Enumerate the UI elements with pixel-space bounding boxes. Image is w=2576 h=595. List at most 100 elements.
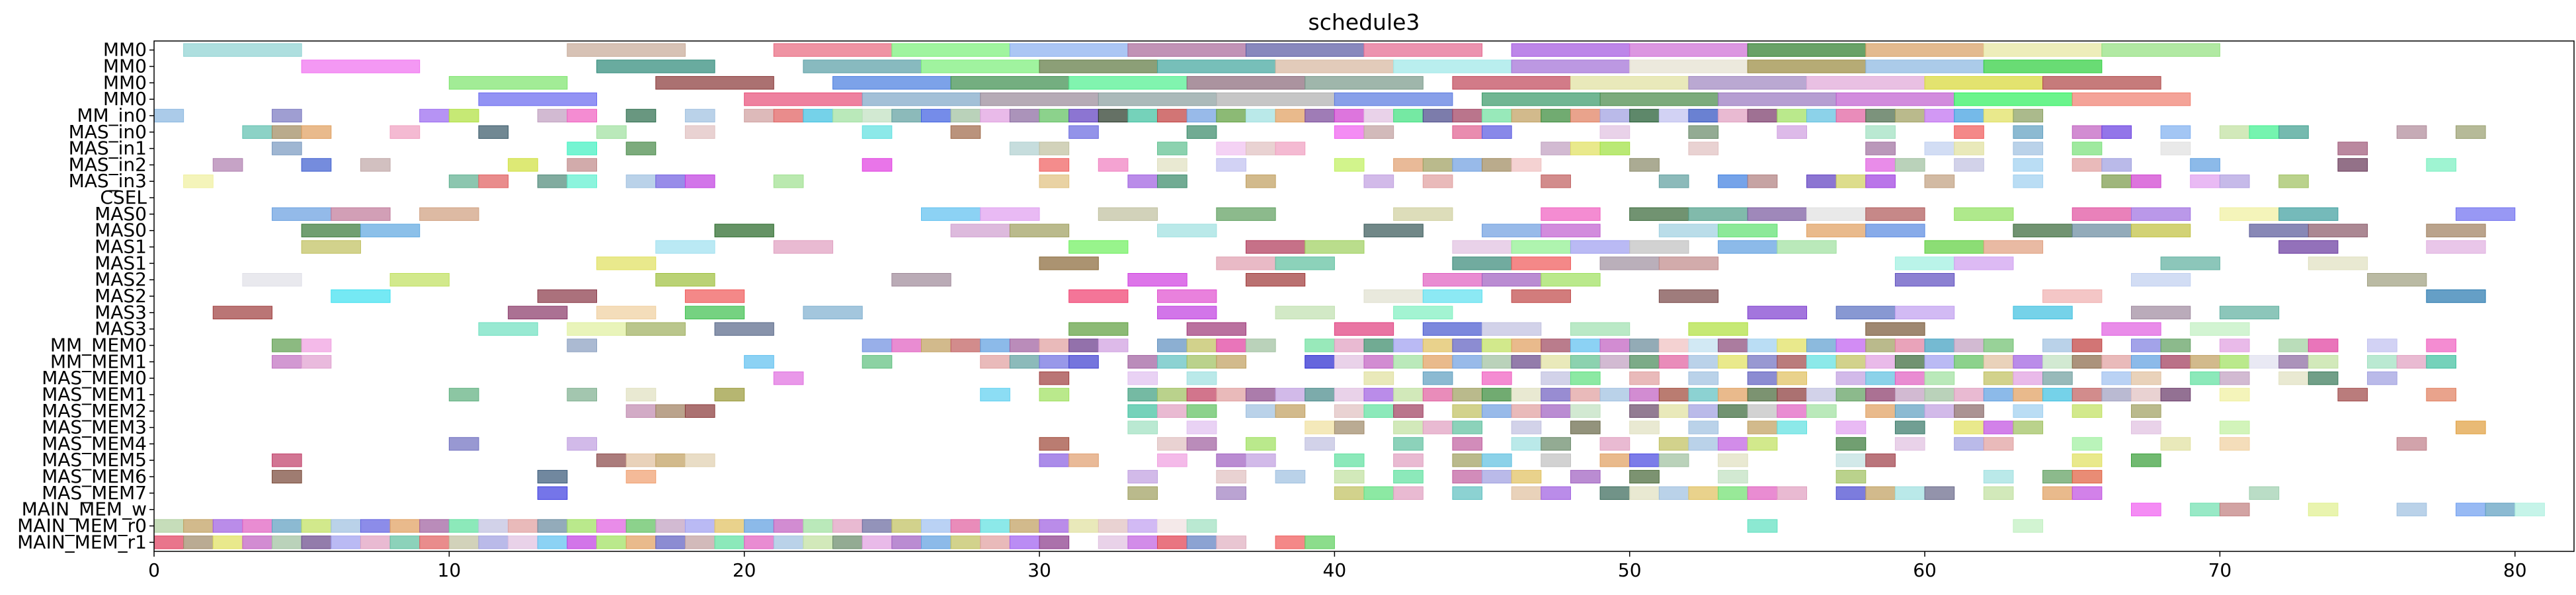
- task-bar: [1157, 60, 1276, 73]
- task-bar: [1393, 437, 1424, 451]
- task-bar: [1924, 338, 1955, 352]
- task-bar: [537, 175, 568, 188]
- task-bar: [1954, 338, 1984, 352]
- task-bar: [596, 60, 715, 73]
- task-bar: [1511, 108, 1542, 123]
- x-tick-label: 30: [1027, 559, 1051, 581]
- task-bar: [1422, 420, 1453, 434]
- task-bar: [1747, 60, 1867, 73]
- task-bar: [1334, 387, 1365, 402]
- task-bar: [2249, 125, 2280, 139]
- task-bar: [625, 404, 657, 418]
- task-bar: [537, 486, 568, 500]
- y-tick-label: MAIN_MEM_r1: [17, 531, 147, 553]
- task-bar: [862, 108, 893, 123]
- task-bar: [1482, 371, 1512, 385]
- task-bar: [567, 141, 598, 155]
- task-bar: [1835, 469, 1867, 484]
- task-bar: [2013, 387, 2044, 402]
- task-bar: [2072, 486, 2103, 500]
- chart-title: schedule3: [1308, 9, 1420, 35]
- task-bar: [1718, 355, 1748, 369]
- task-bar: [773, 240, 834, 254]
- task-bar: [1688, 437, 1719, 451]
- task-bar: [980, 519, 1010, 533]
- task-bar: [1924, 486, 1955, 500]
- task-bar: [448, 387, 479, 402]
- y-tick-label: MAS_in1: [69, 138, 147, 159]
- task-bar: [773, 175, 804, 188]
- task-bar: [596, 257, 657, 270]
- task-bar: [567, 175, 598, 188]
- task-bar: [1777, 338, 1808, 352]
- task-bar: [1541, 338, 1571, 352]
- task-bar: [1718, 108, 1748, 123]
- task-bar: [301, 536, 332, 549]
- task-bar: [1068, 355, 1099, 369]
- task-bar: [1629, 60, 1748, 73]
- task-bar: [2042, 355, 2073, 369]
- x-tick-label: 80: [2503, 559, 2527, 581]
- task-bar: [1718, 338, 1748, 352]
- task-bar: [625, 454, 657, 467]
- task-bar: [1865, 175, 1896, 188]
- task-bar: [2367, 371, 2397, 385]
- y-tick-label: MAS_in3: [69, 170, 147, 192]
- task-bar: [1511, 469, 1542, 484]
- y-tick-label: MAS_in0: [69, 121, 147, 143]
- task-bar: [2219, 338, 2250, 352]
- task-bar: [2249, 486, 2280, 500]
- task-bar: [1924, 240, 1984, 254]
- y-tick-label: MM_MEM0: [50, 334, 147, 356]
- task-bar: [2308, 502, 2339, 516]
- task-bar: [1777, 125, 1808, 139]
- task-bar: [508, 519, 538, 533]
- task-bar: [2072, 404, 2103, 418]
- task-bar: [242, 519, 273, 533]
- task-bar: [832, 519, 863, 533]
- task-bar: [1894, 437, 1925, 451]
- y-tick-label: MAS_MEM7: [42, 482, 147, 504]
- task-bar: [1452, 240, 1512, 254]
- task-bar: [1658, 454, 1689, 467]
- y-tick-label: MAS_MEM3: [42, 416, 147, 438]
- task-bar: [1127, 404, 1158, 418]
- task-bar: [2130, 305, 2191, 320]
- task-bar: [1422, 289, 1483, 303]
- task-bar: [1245, 141, 1276, 155]
- task-bar: [1954, 387, 1984, 402]
- task-bar: [2455, 420, 2486, 434]
- task-bar: [2042, 371, 2073, 385]
- task-bar: [2013, 420, 2044, 434]
- task-bar: [1865, 207, 1925, 221]
- task-bar: [1186, 404, 1217, 418]
- task-bar: [1629, 240, 1689, 254]
- task-bar: [2160, 355, 2191, 369]
- task-bar: [1924, 371, 1955, 385]
- task-bar: [1186, 338, 1217, 352]
- task-bar: [242, 125, 273, 139]
- task-bar: [508, 158, 538, 172]
- task-bar: [2190, 371, 2220, 385]
- task-bar: [1157, 387, 1187, 402]
- task-bar: [1688, 371, 1719, 385]
- task-bar: [1452, 486, 1483, 500]
- task-bar: [1275, 536, 1306, 549]
- task-bar: [1954, 355, 1984, 369]
- task-bar: [1806, 207, 1867, 221]
- task-bar: [1186, 519, 1217, 533]
- task-bar: [1127, 536, 1158, 549]
- task-bar: [2455, 125, 2486, 139]
- task-bar: [920, 519, 951, 533]
- y-tick-label: MAS1: [95, 252, 147, 274]
- y-tick-label: MM_MEM1: [50, 350, 147, 372]
- task-bar: [1983, 43, 2103, 57]
- task-bar: [1334, 454, 1365, 467]
- task-bar: [1894, 371, 1925, 385]
- task-bar: [1777, 371, 1808, 385]
- x-tick-label: 40: [1323, 559, 1347, 581]
- task-bar: [567, 519, 598, 533]
- task-bar: [1009, 338, 1040, 352]
- task-bar: [1511, 420, 1542, 434]
- task-bar: [1482, 158, 1512, 172]
